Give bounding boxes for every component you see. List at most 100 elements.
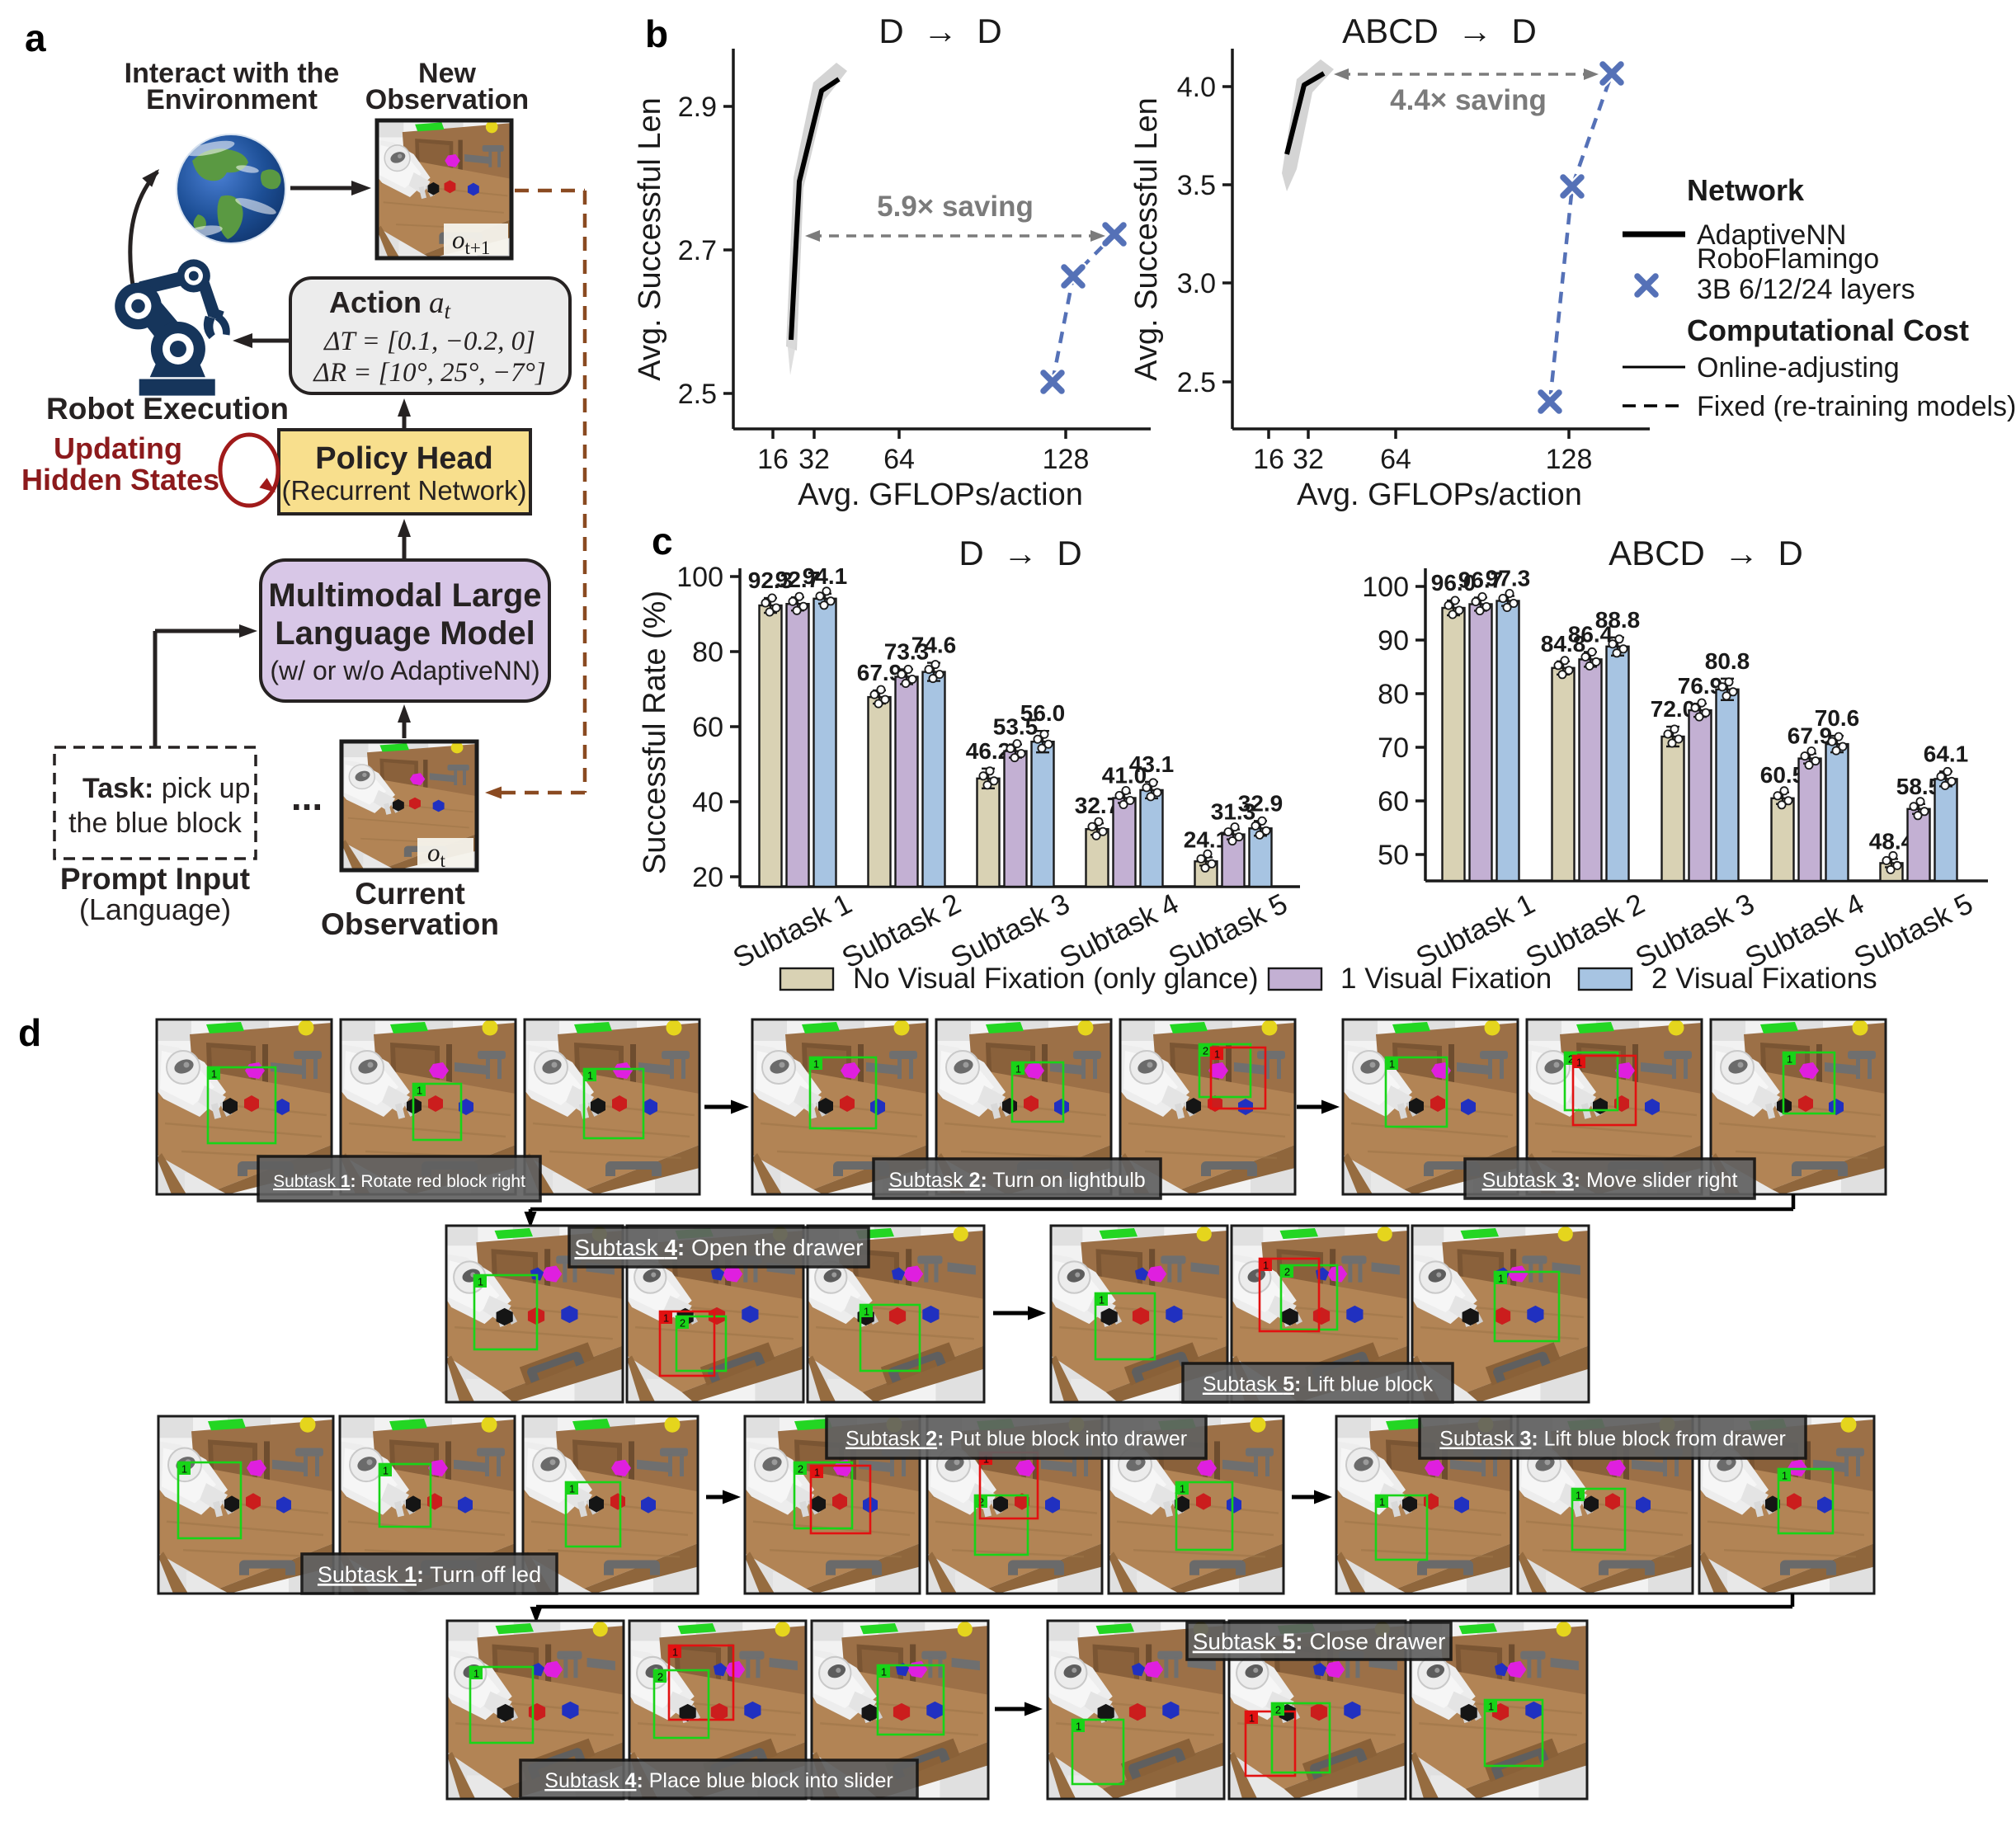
svg-text:94.1: 94.1: [803, 563, 848, 589]
svg-text:70: 70: [1378, 732, 1409, 764]
svg-text:67.9: 67.9: [1788, 723, 1833, 749]
svg-text:Observation: Observation: [321, 907, 499, 941]
svg-text:Fixed (re-training models): Fixed (re-training models): [1697, 391, 2016, 422]
svg-text:31.3: 31.3: [1211, 799, 1256, 825]
svg-text:Avg. GFLOPs/action: Avg. GFLOPs/action: [1297, 478, 1582, 512]
svg-text:1: 1: [864, 1306, 869, 1318]
svg-text:2.5: 2.5: [678, 379, 717, 410]
svg-text:ABCD → D: ABCD → D: [1342, 12, 1537, 50]
svg-text:32: 32: [1293, 444, 1324, 475]
svg-text:2: 2: [1568, 1053, 1574, 1066]
svg-text:64: 64: [1380, 444, 1411, 475]
svg-text:Observation: Observation: [365, 84, 529, 115]
svg-text:Subtask 3: Lift blue block fro: Subtask 3: Lift blue block from drawer: [1439, 1428, 1786, 1451]
svg-text:5.9× saving: 5.9× saving: [877, 191, 1034, 223]
svg-text:Environment: Environment: [146, 84, 318, 115]
svg-text:64.1: 64.1: [1924, 741, 1969, 766]
svg-text:No Visual Fixation (only glanc: No Visual Fixation (only glance): [853, 963, 1259, 995]
svg-text:Action: Action: [329, 285, 422, 319]
svg-text:D → D: D → D: [878, 12, 1001, 50]
svg-text:Avg. GFLOPs/action: Avg. GFLOPs/action: [798, 478, 1083, 512]
svg-text:92.3: 92.3: [748, 567, 794, 593]
svg-text:Subtask 4: Open the drawer: Subtask 4: Open the drawer: [574, 1235, 863, 1260]
svg-text:1: 1: [181, 1463, 187, 1476]
svg-text:40: 40: [692, 787, 723, 818]
svg-text:70.6: 70.6: [1815, 705, 1860, 731]
svg-text:1: 1: [587, 1070, 593, 1082]
svg-text:80: 80: [1378, 679, 1409, 710]
svg-text:67.9: 67.9: [857, 660, 902, 685]
svg-text:20: 20: [692, 862, 723, 893]
svg-text:60.5: 60.5: [1760, 762, 1806, 788]
svg-text:1: 1: [417, 1085, 422, 1097]
svg-text:80: 80: [692, 637, 723, 668]
svg-text:16: 16: [1253, 444, 1284, 475]
svg-text:Subtask 1: Rotate red block ri: Subtask 1: Rotate red block right: [273, 1172, 525, 1191]
svg-text:(Language): (Language): [79, 892, 231, 926]
svg-text:Network: Network: [1687, 173, 1805, 207]
svg-text:2.9: 2.9: [678, 92, 717, 123]
svg-text:1: 1: [473, 1668, 479, 1680]
svg-text:the blue block: the blue block: [68, 807, 243, 839]
svg-text:Subtask 3: Move slider right: Subtask 3: Move slider right: [1482, 1169, 1738, 1192]
svg-text:86.4: 86.4: [1568, 621, 1613, 647]
svg-text:Online-adjusting: Online-adjusting: [1697, 352, 1900, 384]
svg-text:74.6: 74.6: [911, 633, 957, 658]
svg-text:D → D: D → D: [959, 534, 1081, 572]
svg-text:1: 1: [211, 1068, 217, 1080]
svg-text:84.8: 84.8: [1541, 631, 1586, 657]
svg-text:64: 64: [883, 444, 915, 475]
svg-text:(w/ or w/o AdaptiveNN): (w/ or w/o AdaptiveNN): [270, 656, 539, 685]
svg-text:2: 2: [798, 1463, 803, 1476]
svg-text:1: 1: [813, 1058, 819, 1071]
svg-text:3.5: 3.5: [1177, 170, 1216, 201]
svg-text:24.1: 24.1: [1184, 826, 1229, 852]
svg-text:(Recurrent Network): (Recurrent Network): [281, 475, 526, 506]
svg-text:1 Visual Fixation: 1 Visual Fixation: [1340, 963, 1552, 995]
svg-text:90: 90: [1378, 625, 1409, 657]
svg-text:Language Model: Language Model: [275, 615, 535, 652]
svg-text:1: 1: [478, 1276, 483, 1288]
svg-text:c: c: [652, 520, 673, 563]
svg-text:Policy Head: Policy Head: [315, 441, 492, 476]
svg-text:AdaptiveNN: AdaptiveNN: [1697, 219, 1846, 251]
svg-text:1: 1: [1498, 1273, 1504, 1285]
svg-text:Subtask 4: Place blue block in: Subtask 4: Place blue block into slider: [544, 1769, 893, 1792]
svg-text:32.7: 32.7: [1075, 793, 1120, 818]
svg-text:Task: pick up: Task: pick up: [82, 773, 250, 804]
svg-text:2 Visual Fixations: 2 Visual Fixations: [1651, 963, 1877, 995]
svg-text:Subtask 1: Turn off led: Subtask 1: Turn off led: [318, 1562, 541, 1587]
svg-text:97.3: 97.3: [1486, 566, 1531, 591]
svg-text:1: 1: [1263, 1259, 1269, 1272]
svg-text:1: 1: [1389, 1058, 1395, 1071]
svg-text:ΔR = [10°, 25°, −7°]: ΔR = [10°, 25°, −7°]: [312, 358, 545, 388]
svg-text:50: 50: [1378, 840, 1409, 871]
svg-text:46.2: 46.2: [966, 738, 1011, 764]
svg-text:41.0: 41.0: [1102, 762, 1147, 788]
svg-text:Current: Current: [355, 877, 465, 911]
svg-text:128: 128: [1043, 444, 1090, 475]
svg-text:1: 1: [1249, 1712, 1255, 1725]
svg-text:32: 32: [798, 444, 830, 475]
svg-text:1: 1: [881, 1666, 887, 1678]
svg-text:3B 6/12/24 layers: 3B 6/12/24 layers: [1697, 274, 1915, 305]
svg-text:1: 1: [1576, 1057, 1582, 1069]
svg-text:1: 1: [1379, 1496, 1385, 1509]
svg-text:1: 1: [383, 1465, 389, 1477]
svg-text:RoboFlamingo: RoboFlamingo: [1697, 243, 1879, 275]
svg-text:1: 1: [1214, 1048, 1220, 1061]
svg-text:1: 1: [1782, 1470, 1788, 1482]
svg-text:1: 1: [814, 1467, 820, 1479]
svg-text:New: New: [418, 58, 476, 89]
svg-text:2: 2: [1275, 1704, 1281, 1716]
svg-text:Successful Rate (%): Successful Rate (%): [638, 591, 672, 874]
svg-text:1: 1: [569, 1483, 575, 1495]
svg-text:1: 1: [1180, 1483, 1185, 1495]
svg-text:1: 1: [1488, 1701, 1494, 1713]
svg-text:1: 1: [672, 1646, 678, 1659]
svg-text:43.1: 43.1: [1129, 751, 1175, 777]
svg-text:4.0: 4.0: [1177, 72, 1216, 103]
svg-text:Subtask 5: Lift blue block: Subtask 5: Lift blue block: [1203, 1373, 1434, 1396]
svg-text:100: 100: [1362, 572, 1409, 603]
svg-text:Subtask 2: Turn on lightbulb: Subtask 2: Turn on lightbulb: [888, 1169, 1145, 1192]
